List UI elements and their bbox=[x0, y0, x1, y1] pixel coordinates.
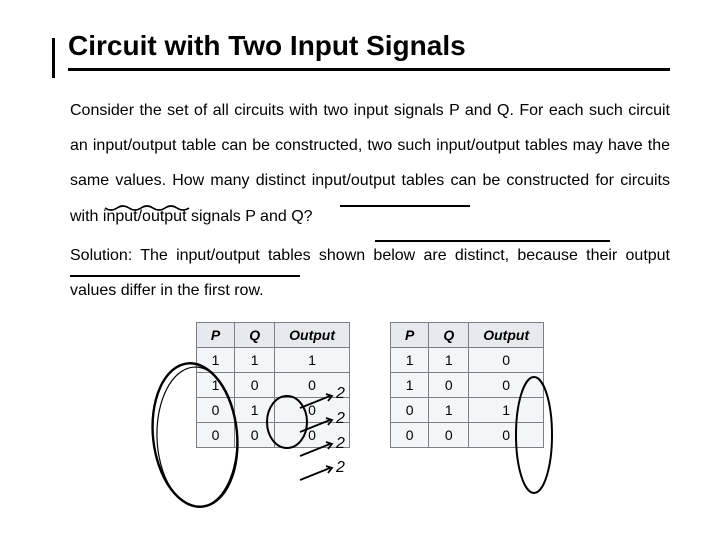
truth-table-2: P Q Output 110100011000 bbox=[390, 322, 544, 448]
table-row: 000 bbox=[196, 423, 349, 448]
t1-cell: 0 bbox=[275, 423, 350, 448]
t1-cell: 0 bbox=[235, 423, 275, 448]
slide-title: Circuit with Two Input Signals bbox=[68, 30, 670, 71]
t2-cell: 1 bbox=[429, 348, 469, 373]
t1-cell: 1 bbox=[235, 398, 275, 423]
t2-cell: 0 bbox=[469, 348, 544, 373]
t1-cell: 1 bbox=[235, 348, 275, 373]
t1-cell: 1 bbox=[196, 373, 234, 398]
table-row: 111 bbox=[196, 348, 349, 373]
t1-h-q: Q bbox=[235, 323, 275, 348]
table-row: 000 bbox=[391, 423, 544, 448]
paragraph-problem: Consider the set of all circuits with tw… bbox=[70, 93, 670, 234]
t2-cell: 0 bbox=[429, 423, 469, 448]
t1-cell: 0 bbox=[235, 373, 275, 398]
t1-cell: 1 bbox=[275, 348, 350, 373]
t1-cell: 0 bbox=[275, 373, 350, 398]
truth-table-1: P Q Output 111100010000 bbox=[196, 322, 350, 448]
t2-cell: 1 bbox=[469, 398, 544, 423]
t2-h-out: Output bbox=[469, 323, 544, 348]
t2-cell: 0 bbox=[391, 423, 429, 448]
t1-h-out: Output bbox=[275, 323, 350, 348]
t2-h-p: P bbox=[391, 323, 429, 348]
t1-cell: 0 bbox=[196, 423, 234, 448]
t1-h-p: P bbox=[196, 323, 234, 348]
title-vertical-bar bbox=[52, 38, 55, 78]
t1-cell: 1 bbox=[196, 348, 234, 373]
t1-cell: 0 bbox=[275, 398, 350, 423]
t2-cell: 0 bbox=[469, 423, 544, 448]
table-row: 100 bbox=[391, 373, 544, 398]
t2-cell: 0 bbox=[429, 373, 469, 398]
table-row: 100 bbox=[196, 373, 349, 398]
t2-cell: 0 bbox=[469, 373, 544, 398]
t2-cell: 1 bbox=[391, 348, 429, 373]
table-row: 011 bbox=[391, 398, 544, 423]
table-row: 110 bbox=[391, 348, 544, 373]
t2-cell: 1 bbox=[429, 398, 469, 423]
t2-cell: 1 bbox=[391, 373, 429, 398]
table-row: 010 bbox=[196, 398, 349, 423]
paragraph-solution: Solution: The input/output tables shown … bbox=[70, 238, 670, 308]
t2-cell: 0 bbox=[391, 398, 429, 423]
t2-h-q: Q bbox=[429, 323, 469, 348]
t1-cell: 0 bbox=[196, 398, 234, 423]
tables-container: P Q Output 111100010000 P Q Output 11010… bbox=[70, 322, 670, 448]
